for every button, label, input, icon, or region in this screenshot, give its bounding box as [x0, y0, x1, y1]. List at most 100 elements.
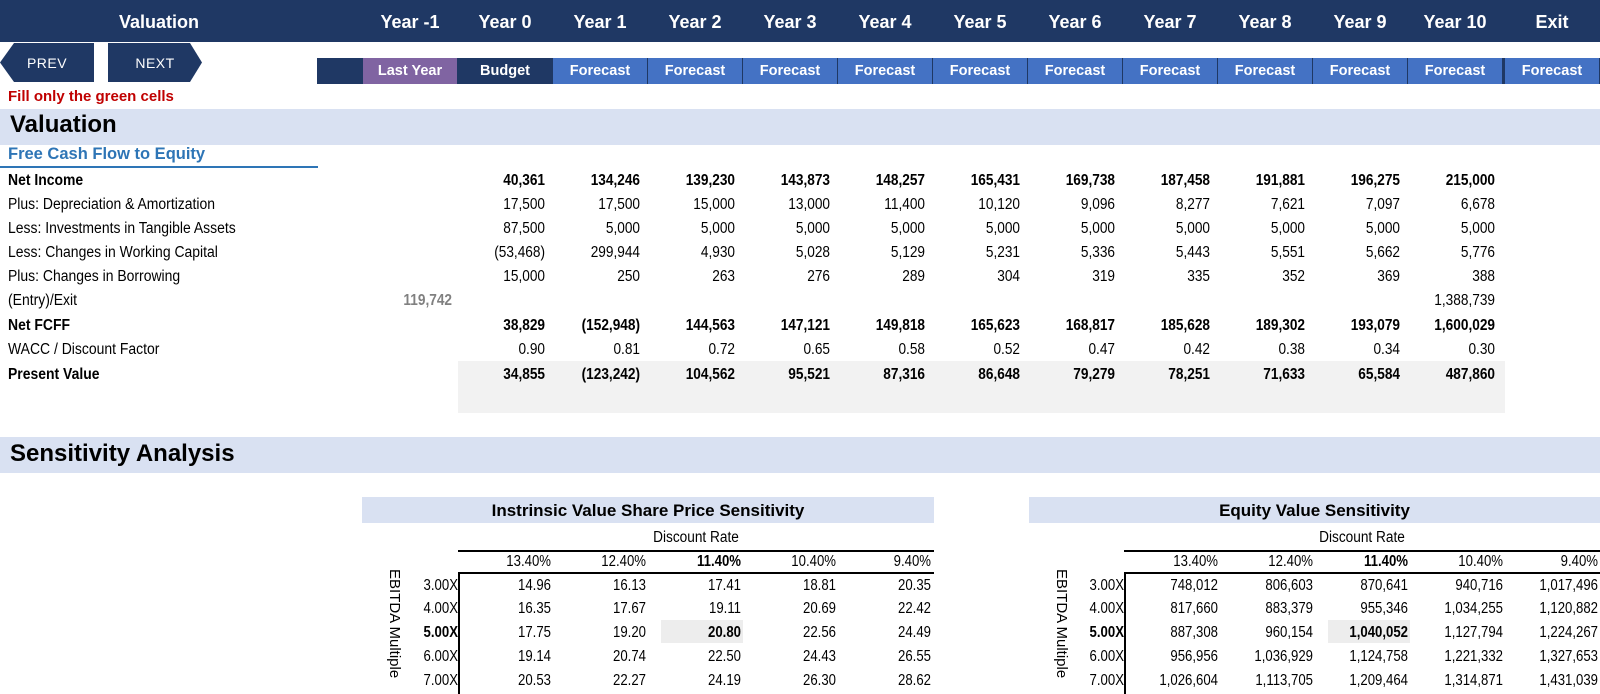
- cell-r4-c10: 369: [1377, 268, 1400, 285]
- header-year-12: Exit: [1535, 12, 1569, 32]
- share-price-cell-r4-c2: 24.19: [708, 672, 741, 689]
- equity-value-cell-r0-c2: 870,641: [1360, 577, 1408, 594]
- share-price-cell-r2-c0: 17.75: [518, 624, 551, 641]
- share-price-cell-r1-c0: 16.35: [518, 600, 551, 617]
- equity-value-rate-4: 9.40%: [1560, 553, 1598, 570]
- header-year-3: Year 2: [668, 12, 722, 32]
- share-price-cell-r0-c2: 17.41: [708, 577, 741, 594]
- cell-r7-c10: 0.34: [1373, 341, 1400, 358]
- header-year-11: Year 10: [1423, 12, 1487, 32]
- equity-value-cell-r4-c2: 1,209,464: [1349, 672, 1408, 689]
- next-button[interactable]: NEXT: [108, 43, 202, 82]
- cell-r2-c6: 5,000: [985, 220, 1020, 237]
- share-price-cell-r1-c4: 22.42: [898, 600, 931, 617]
- share-price-title: Instrinsic Value Share Price Sensitivity: [362, 497, 934, 523]
- share-price-cell-r1-c2: 19.11: [709, 600, 741, 617]
- cell-r3-c1: (53,468): [494, 244, 545, 261]
- cell-r6-c3: 144,563: [685, 317, 735, 334]
- equity-value-cell-r3-c4: 1,327,653: [1539, 648, 1598, 665]
- cell-r1-c1: 17,500: [503, 196, 545, 213]
- cell-r2-c4: 5,000: [795, 220, 830, 237]
- cell-r1-c11: 6,678: [1460, 196, 1495, 213]
- cell-r2-c10: 5,000: [1365, 220, 1400, 237]
- equity-value-cell-r0-c3: 940,716: [1455, 577, 1503, 594]
- equity-value-col-axis-label: Discount Rate: [1319, 529, 1405, 546]
- share-price-cell-r3-c2: 22.50: [708, 648, 741, 665]
- share-price-header-rule: [458, 572, 934, 574]
- cell-r2-c7: 5,000: [1080, 220, 1115, 237]
- fcfe-subsection-title: Free Cash Flow to Equity: [8, 145, 206, 163]
- equity-value-top-rule: [1124, 550, 1600, 552]
- prev-button[interactable]: PREV: [0, 43, 94, 82]
- cell-r0-c1: 40,361: [503, 172, 545, 189]
- share-price-cell-r0-c4: 20.35: [898, 577, 931, 594]
- cell-r0-c3: 139,230: [685, 172, 735, 189]
- equity-value-highlight-cell: [1328, 620, 1410, 643]
- cell-r6-c7: 168,817: [1065, 317, 1115, 334]
- row-label-6: Net FCFF: [8, 317, 71, 334]
- period-type-8: Forecast: [1123, 58, 1217, 84]
- cell-r5-c0: 119,742: [403, 292, 452, 309]
- cell-r7-c3: 0.72: [708, 341, 735, 358]
- share-price-cell-r1-c1: 17.67: [613, 600, 646, 617]
- header-year-6: Year 5: [953, 12, 1007, 32]
- row-label-0: Net Income: [8, 172, 84, 189]
- header-year-8: Year 7: [1143, 12, 1197, 32]
- share-price-cell-r3-c3: 24.43: [803, 648, 836, 665]
- cell-r4-c3: 263: [712, 268, 735, 285]
- cell-r0-c8: 187,458: [1160, 172, 1210, 189]
- equity-value-rate-2: 11.40%: [1364, 553, 1408, 570]
- equity-value-rate-3: 10.40%: [1458, 553, 1503, 570]
- valuation-section-title: Valuation: [10, 111, 117, 138]
- share-price-col-axis-label: Discount Rate: [653, 529, 739, 546]
- cell-r0-c11: 215,000: [1445, 172, 1495, 189]
- share-price-cell-r4-c3: 26.30: [803, 672, 836, 689]
- cell-r3-c5: 5,129: [890, 244, 925, 261]
- header-title: Valuation: [118, 12, 199, 32]
- cell-r8-c8: 78,251: [1168, 366, 1210, 383]
- cell-r4-c6: 304: [997, 268, 1020, 285]
- equity-value-cell-r2-c0: 887,308: [1170, 624, 1218, 641]
- cell-r3-c7: 5,336: [1080, 244, 1115, 261]
- present-value-band: [458, 361, 1505, 413]
- cell-r1-c4: 13,000: [788, 196, 830, 213]
- share-price-cell-r4-c1: 22.27: [613, 672, 646, 689]
- cell-r4-c9: 352: [1282, 268, 1305, 285]
- sensitivity-section-title: Sensitivity Analysis: [10, 440, 235, 467]
- cell-r1-c3: 15,000: [693, 196, 735, 213]
- equity-value-multiple-2: 5.00X: [1089, 624, 1124, 641]
- cell-r8-c2: (123,242): [581, 366, 640, 383]
- equity-value-rate-0: 13.40%: [1173, 553, 1218, 570]
- equity-value-multiple-3: 6.00X: [1089, 648, 1124, 665]
- period-type-10: Forecast: [1313, 58, 1407, 84]
- share-price-cell-r3-c0: 19.14: [518, 648, 551, 665]
- cell-r0-c9: 191,881: [1255, 172, 1305, 189]
- cell-r1-c5: 11,400: [884, 196, 925, 213]
- cell-r0-c6: 165,431: [970, 172, 1020, 189]
- cell-r8-c6: 86,648: [978, 366, 1020, 383]
- period-type-0: Last Year: [363, 58, 457, 84]
- share-price-row-axis-label: EBITDA Multiple: [386, 569, 403, 679]
- equity-value-cell-r3-c0: 956,956: [1170, 648, 1218, 665]
- share-price-cell-r0-c3: 18.81: [803, 577, 836, 594]
- cell-r5-c11: 1,388,739: [1434, 292, 1495, 309]
- share-price-highlight-cell: [661, 620, 743, 643]
- cell-r8-c3: 104,562: [685, 366, 735, 383]
- cell-r8-c7: 79,279: [1073, 366, 1115, 383]
- share-price-cell-r2-c1: 19.20: [613, 624, 646, 641]
- equity-value-cell-r1-c1: 883,379: [1265, 600, 1313, 617]
- cell-r0-c4: 143,873: [780, 172, 830, 189]
- cell-r7-c2: 0.81: [613, 341, 640, 358]
- cell-r7-c6: 0.52: [993, 341, 1020, 358]
- cell-r2-c2: 5,000: [605, 220, 640, 237]
- share-price-cell-r1-c3: 20.69: [803, 600, 836, 617]
- share-price-cell-r0-c0: 14.96: [518, 577, 551, 594]
- cell-r6-c10: 193,079: [1350, 317, 1400, 334]
- share-price-multiple-4: 7.00X: [423, 672, 458, 689]
- cell-r3-c4: 5,028: [795, 244, 830, 261]
- cell-r4-c5: 289: [902, 268, 925, 285]
- equity-value-cell-r2-c3: 1,127,794: [1444, 624, 1503, 641]
- row-label-4: Plus: Changes in Borrowing: [8, 268, 181, 285]
- equity-value-cell-r4-c3: 1,314,871: [1444, 672, 1503, 689]
- cell-r6-c2: (152,948): [581, 317, 640, 334]
